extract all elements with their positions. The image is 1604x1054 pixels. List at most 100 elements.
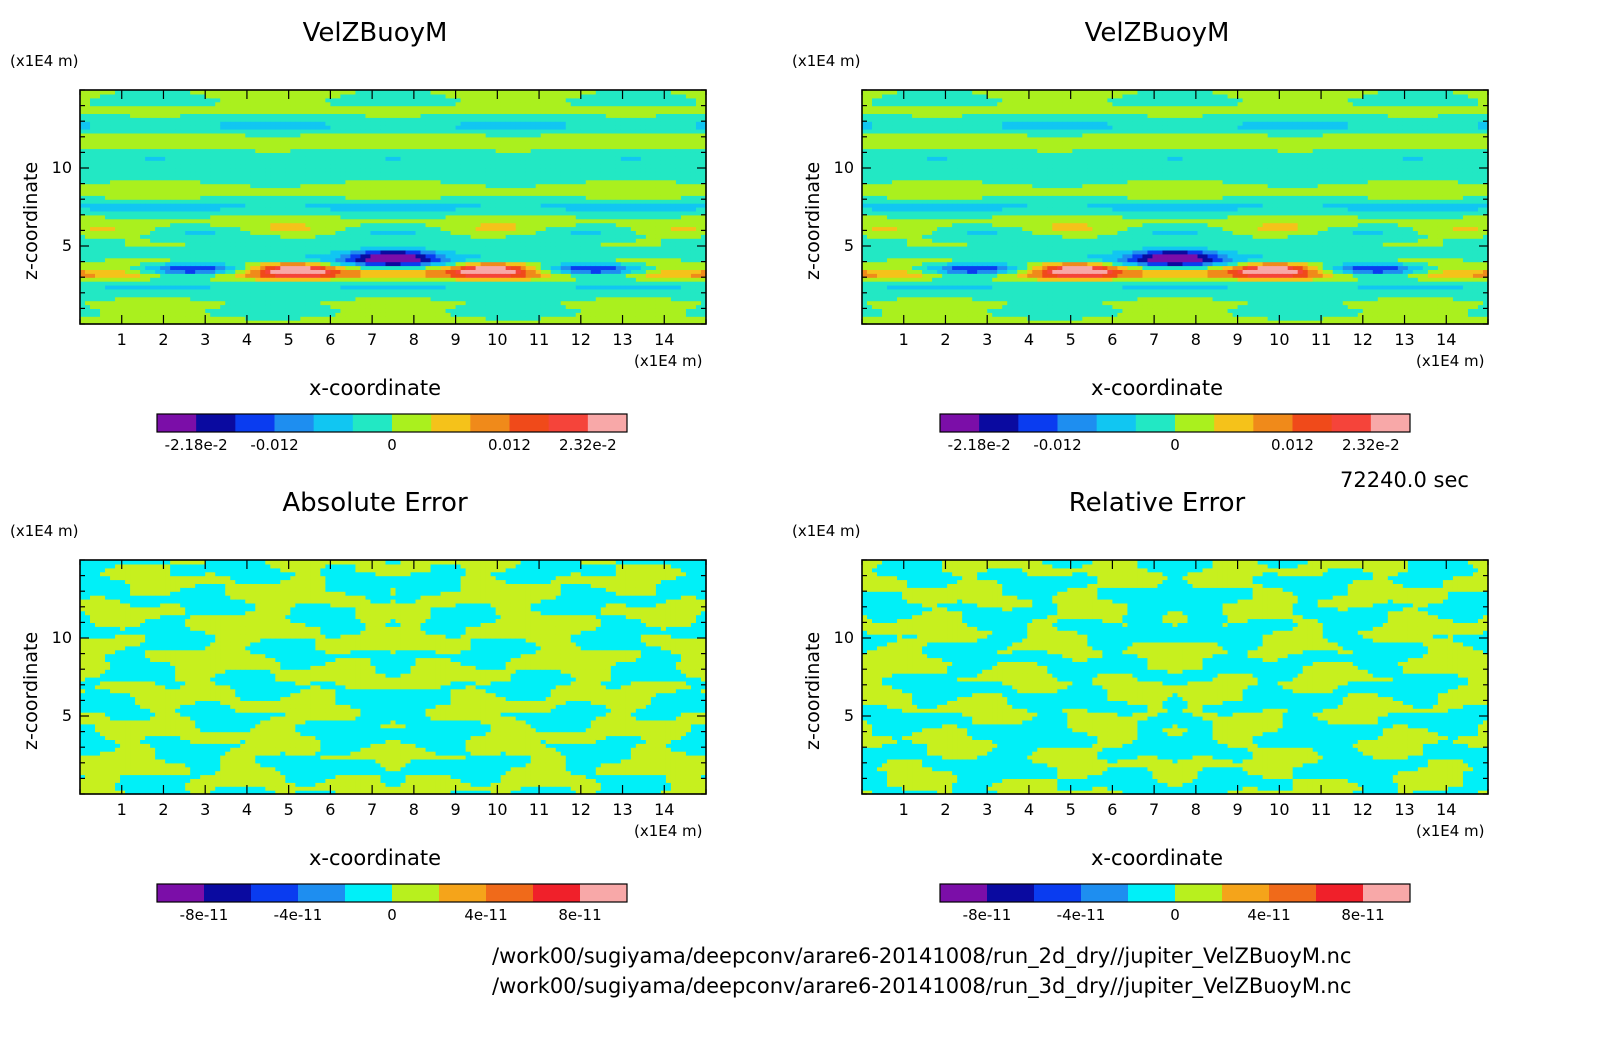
- heatmap-cell: [85, 148, 91, 153]
- heatmap-cell: [450, 152, 457, 157]
- heatmap-cell: [365, 273, 372, 278]
- heatmap-cell: [300, 308, 306, 313]
- heatmap-cell: [360, 187, 367, 192]
- heatmap-cell: [95, 249, 101, 255]
- heatmap-cell: [245, 285, 251, 290]
- heatmap-cell: [145, 288, 151, 294]
- heatmap-cell: [190, 218, 196, 224]
- heatmap-cell: [155, 109, 161, 114]
- heatmap-cell: [255, 242, 261, 247]
- heatmap-cell: [330, 105, 337, 111]
- heatmap-cell: [230, 125, 236, 130]
- heatmap-cell: [345, 249, 352, 255]
- heatmap-cell: [90, 249, 96, 255]
- heatmap-cell: [265, 140, 271, 146]
- heatmap-cell: [245, 316, 251, 321]
- heatmap-cell: [130, 105, 136, 111]
- heatmap-cell: [135, 90, 141, 95]
- heatmap-cell: [340, 171, 347, 177]
- heatmap-cell: [180, 187, 186, 192]
- heatmap-cell: [80, 121, 86, 126]
- heatmap-cell: [405, 226, 412, 231]
- heatmap-cell: [440, 292, 447, 298]
- heatmap-cell: [130, 179, 136, 185]
- heatmap-cell: [420, 97, 427, 103]
- heatmap-cell: [85, 199, 91, 204]
- heatmap-cell: [310, 304, 316, 309]
- heatmap-cell: [430, 238, 437, 243]
- heatmap-cell: [230, 249, 236, 255]
- heatmap-cell: [85, 125, 91, 130]
- heatmap-cell: [225, 199, 231, 204]
- heatmap-cell: [215, 140, 221, 146]
- heatmap-cell: [350, 93, 357, 99]
- heatmap-cell: [155, 179, 161, 185]
- heatmap-cell: [225, 183, 231, 189]
- heatmap-cell: [190, 152, 196, 157]
- heatmap-cell: [460, 105, 467, 111]
- heatmap-cell: [455, 148, 462, 153]
- heatmap-cell: [430, 97, 437, 103]
- heatmap-cell: [100, 257, 106, 263]
- heatmap-cell: [465, 199, 472, 204]
- heatmap-cell: [335, 199, 342, 204]
- heatmap-cell: [275, 93, 281, 99]
- heatmap-cell: [190, 234, 196, 239]
- heatmap-cell: [230, 156, 236, 161]
- heatmap-cell: [195, 234, 201, 239]
- heatmap-cell: [100, 226, 106, 231]
- heatmap-cell: [290, 148, 296, 153]
- heatmap-cell: [195, 320, 201, 325]
- heatmap-cell: [300, 136, 306, 142]
- heatmap-cell: [165, 97, 171, 103]
- heatmap-cell: [100, 93, 106, 99]
- heatmap-cell: [350, 164, 357, 169]
- heatmap-cell: [140, 113, 146, 118]
- heatmap-cell: [110, 214, 116, 220]
- heatmap-cell: [180, 265, 186, 270]
- heatmap-cell: [120, 288, 126, 294]
- heatmap-cell: [265, 199, 271, 204]
- heatmap-cell: [270, 242, 276, 247]
- heatmap-cell: [400, 238, 407, 243]
- heatmap-cell: [130, 296, 136, 302]
- heatmap-cell: [115, 129, 121, 134]
- heatmap-cell: [320, 246, 326, 251]
- heatmap-cell: [410, 242, 417, 247]
- heatmap-cell: [430, 101, 437, 107]
- heatmap-cell: [330, 109, 337, 114]
- heatmap-cell: [380, 273, 387, 278]
- heatmap-cell: [115, 277, 121, 282]
- heatmap-cell: [110, 152, 116, 157]
- heatmap-cell: [490, 269, 497, 274]
- heatmap-cell: [195, 121, 201, 126]
- heatmap-cell: [240, 195, 246, 200]
- heatmap-cell: [330, 171, 337, 177]
- heatmap-cell: [245, 132, 251, 138]
- heatmap-cell: [425, 285, 432, 290]
- heatmap-cell: [190, 320, 196, 325]
- heatmap-cell: [310, 179, 316, 185]
- heatmap-cell: [205, 168, 211, 173]
- heatmap-cell: [170, 308, 176, 313]
- heatmap-cell: [465, 210, 472, 216]
- heatmap-cell: [145, 187, 151, 192]
- heatmap-cell: [475, 312, 482, 317]
- heatmap-cell: [460, 121, 467, 126]
- heatmap-cell: [220, 273, 226, 278]
- heatmap-cell: [405, 168, 412, 173]
- heatmap-cell: [455, 277, 462, 282]
- heatmap-cell: [210, 300, 216, 306]
- heatmap-cell: [130, 168, 136, 173]
- heatmap-cell: [130, 269, 136, 274]
- heatmap-cell: [485, 113, 492, 118]
- heatmap-cell: [300, 218, 306, 224]
- heatmap-cell: [320, 207, 326, 212]
- heatmap-cell: [305, 164, 311, 169]
- heatmap-cell: [405, 152, 412, 157]
- heatmap-cell: [440, 277, 447, 282]
- heatmap-cell: [165, 144, 171, 150]
- heatmap-cell: [170, 304, 176, 309]
- heatmap-cell: [355, 218, 362, 224]
- heatmap-cell: [310, 129, 316, 134]
